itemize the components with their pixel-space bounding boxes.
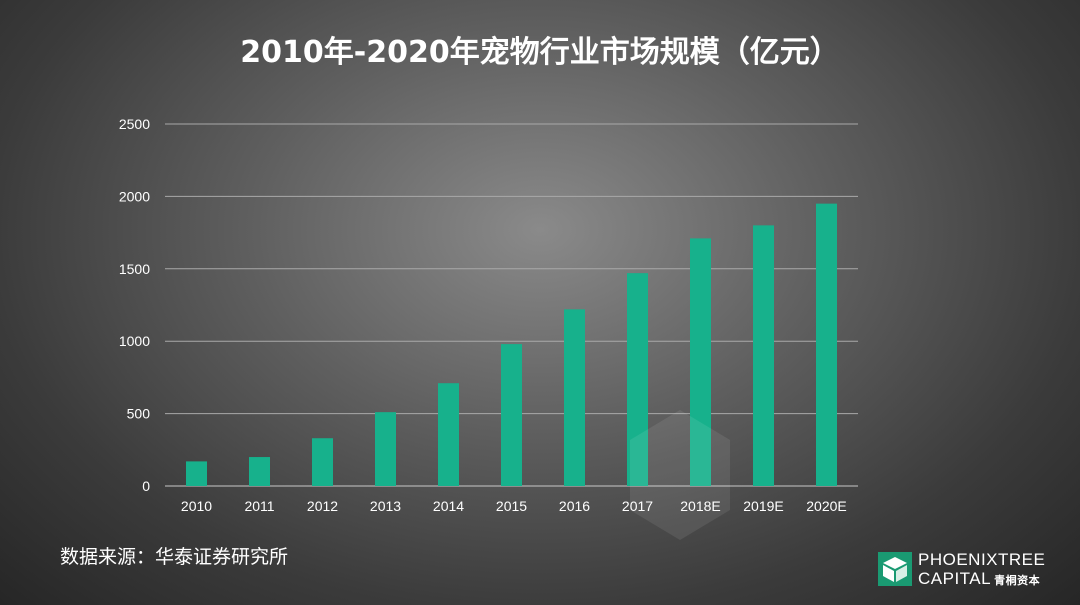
bar-2020E xyxy=(816,203,837,486)
x-tick-label: 2018E xyxy=(680,498,720,514)
y-axis-ticks: 0 500 1000 1500 2000 2500 xyxy=(119,116,150,494)
x-tick-label: 2011 xyxy=(244,498,274,514)
data-source-note: 数据来源：华泰证券研究所 xyxy=(60,547,289,568)
x-axis-ticks: 2010 2011 2012 2013 2014 2015 2016 2017 2018E 201… xyxy=(181,498,847,514)
y-tick-label: 0 xyxy=(142,478,150,494)
bar-2016 xyxy=(564,309,585,486)
bar-2012 xyxy=(312,438,333,486)
bars xyxy=(186,203,837,487)
bar-2017 xyxy=(627,273,648,486)
x-tick-label: 2020E xyxy=(806,498,846,514)
gridlines xyxy=(165,123,858,487)
x-tick-label: 2014 xyxy=(433,498,464,514)
bar-2018E xyxy=(690,238,711,486)
x-tick-label: 2017 xyxy=(622,498,653,514)
x-tick-label: 2019E xyxy=(743,498,783,514)
bar-chart: 2010年-2020年宠物行业市场规模（亿元） 0 500 1000 1500 2000… xyxy=(119,35,858,514)
logo-text-line2: CAPITAL xyxy=(918,569,992,588)
x-tick-label: 2016 xyxy=(559,498,590,514)
logo-cube-icon xyxy=(878,552,912,586)
phoenixtree-capital-logo: PHOENIXTREE CAPITAL 青桐资本 xyxy=(878,548,1045,590)
bar-2015 xyxy=(501,344,522,486)
y-tick-label: 500 xyxy=(127,406,151,422)
y-tick-label: 2000 xyxy=(119,188,150,204)
logo-text-cn: 青桐资本 xyxy=(994,575,1041,587)
bar-2019E xyxy=(753,225,774,487)
bar-2013 xyxy=(375,412,396,486)
chart-title: 2010年-2020年宠物行业市场规模（亿元） xyxy=(240,35,839,70)
bar-2014 xyxy=(438,383,459,486)
y-tick-label: 2500 xyxy=(119,116,150,132)
y-tick-label: 1500 xyxy=(119,261,150,277)
x-tick-label: 2012 xyxy=(307,498,338,514)
watermark-logo xyxy=(630,410,730,540)
logo-text-line1: PHOENIXTREE xyxy=(918,550,1046,569)
x-tick-label: 2010 xyxy=(181,498,212,514)
x-tick-label: 2015 xyxy=(496,498,527,514)
bar-2010 xyxy=(186,461,207,486)
bar-2011 xyxy=(249,457,270,486)
y-tick-label: 1000 xyxy=(119,333,150,349)
x-tick-label: 2013 xyxy=(370,498,401,514)
